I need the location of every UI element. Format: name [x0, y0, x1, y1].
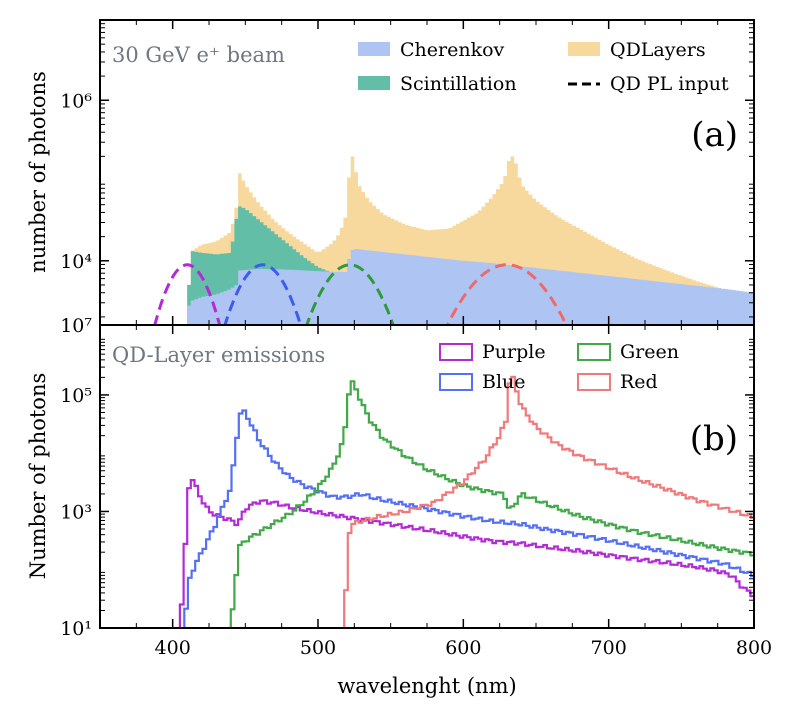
legend-label-purple: Purple	[482, 341, 546, 363]
panel-b-label: (b)	[690, 419, 738, 459]
legend-label-cherenkov: Cherenkov	[400, 39, 505, 61]
y-tick-label: 10⁴	[60, 251, 92, 273]
x-tick-label: 800	[736, 637, 772, 659]
legend-label-blue: Blue	[482, 371, 526, 393]
panel-a-fills	[187, 156, 754, 325]
line-green	[229, 380, 754, 628]
legend-label-green: Green	[620, 341, 679, 363]
legend-swatch-blue	[439, 373, 473, 391]
x-tick-label: 400	[155, 637, 191, 659]
panel-b-annotation: QD-Layer emissions	[112, 343, 325, 367]
legend-label-qd-pl-input: QD PL input	[610, 73, 729, 95]
x-axis-title: wavelenght (nm)	[337, 674, 516, 698]
panel-b-y-axis-title: Number of photons	[26, 373, 50, 579]
panel-b-legend: Purple Green Blue Red	[439, 341, 679, 393]
line-blue	[183, 409, 754, 628]
line-purple	[178, 479, 754, 628]
y-tick-label: 10⁵	[60, 385, 92, 407]
legend-label-qdlayers: QDLayers	[610, 39, 706, 61]
dash-purple-input	[153, 263, 222, 325]
dash-blue-input	[223, 263, 303, 325]
panel-b-lines	[178, 375, 754, 628]
legend-swatch-qdlayers	[568, 42, 600, 56]
y-tick-label: 10³	[60, 501, 92, 523]
panel-a-input-curves	[153, 263, 569, 325]
y-tick-label: 10⁷	[60, 315, 92, 337]
line-red	[343, 375, 754, 628]
legend-swatch-red	[577, 373, 611, 391]
panel-a-legend: Cherenkov Scintillation QDLayers QD PL i…	[358, 39, 729, 95]
x-tick-label: 700	[591, 637, 627, 659]
y-tick-label: 10⁶	[60, 90, 92, 112]
legend-swatch-green	[577, 343, 611, 361]
x-tick-label: 600	[445, 637, 481, 659]
panel-a-annotation: 30 GeV e⁺ beam	[112, 43, 285, 67]
legend-label-red: Red	[620, 371, 658, 393]
legend-label-scintillation: Scintillation	[400, 73, 517, 95]
axis-tick-labels: 400 500 600 700 800 10⁶ 10⁴ 10⁷ 10¹ 10³ 10⁵	[60, 90, 772, 659]
panel-a-y-axis-title: number of photons	[26, 71, 50, 273]
legend-swatch-cherenkov	[358, 42, 390, 56]
legend-swatch-scintillation	[358, 76, 390, 90]
y-tick-label: 10¹	[60, 618, 92, 640]
legend-swatch-purple	[439, 343, 473, 361]
panel-a-label: (a)	[691, 115, 738, 155]
x-tick-label: 500	[300, 637, 336, 659]
axis-ticks	[99, 20, 755, 629]
